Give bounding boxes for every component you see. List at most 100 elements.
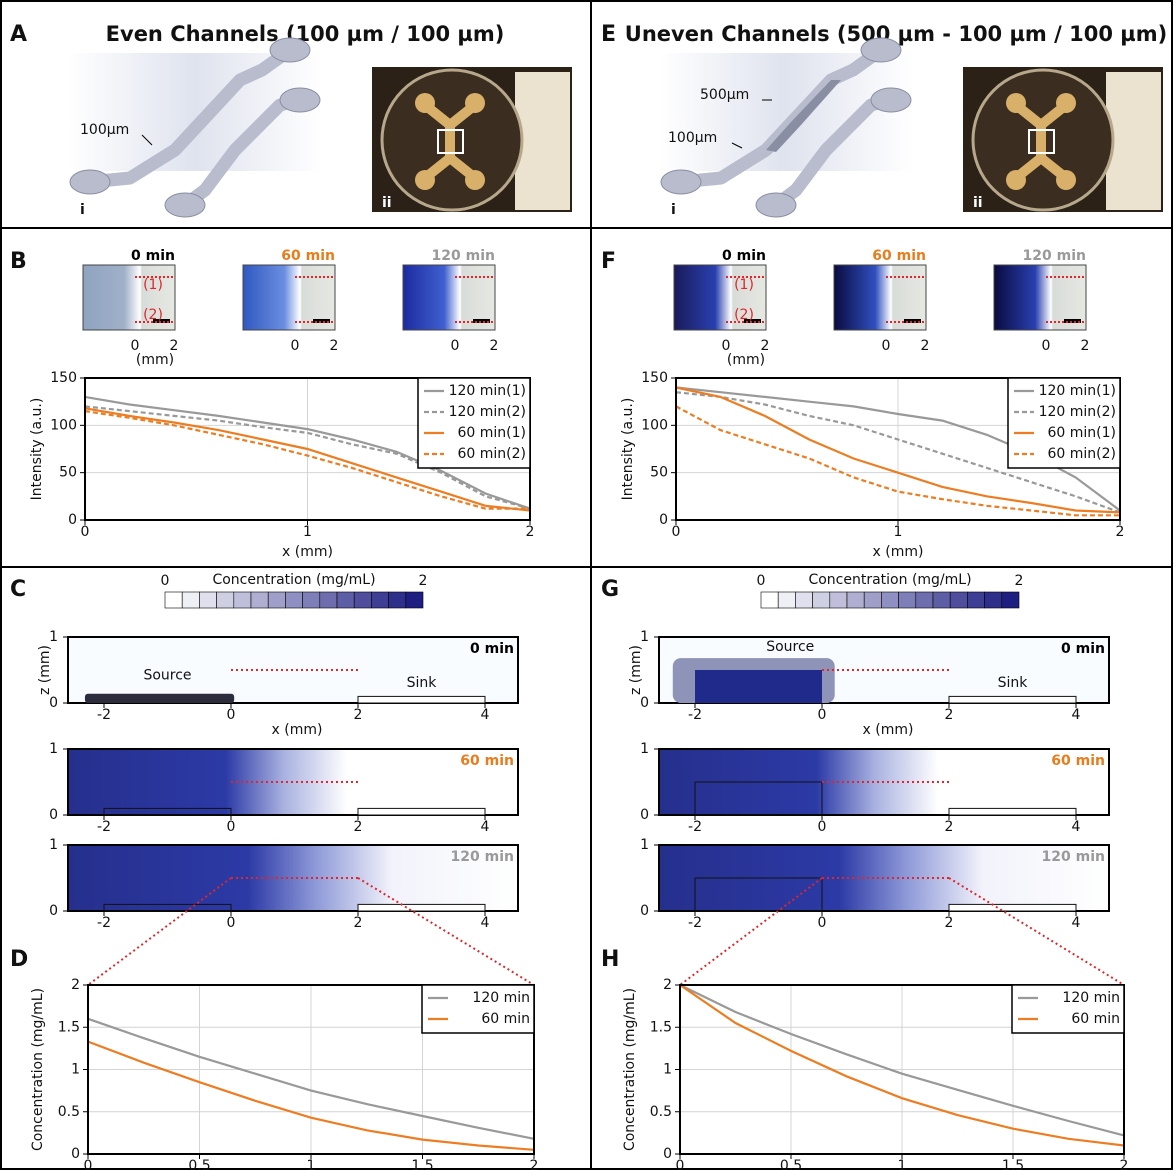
x-tick-label: 4 xyxy=(481,915,490,931)
x-tick-label: 1 xyxy=(894,524,903,540)
legend-label: 60 min(1) xyxy=(1048,425,1117,441)
x-tick-label: 0 xyxy=(84,1158,93,1170)
y-tick-label: 0 xyxy=(663,1146,672,1162)
sink xyxy=(949,696,1076,703)
x-tick-label: 0 xyxy=(227,707,236,723)
colorbar-min: 0 xyxy=(757,573,766,589)
scale-unit: (mm) xyxy=(727,352,765,368)
y-tick-label: 0 xyxy=(68,512,77,528)
colorbar-step xyxy=(268,592,285,608)
colorbar-step xyxy=(967,592,984,608)
z-tick-label: 0 xyxy=(640,695,649,711)
line-label: (1) xyxy=(143,277,163,293)
schematic-bg xyxy=(659,53,913,171)
colorbar-step xyxy=(813,592,830,608)
x-tick-label: -2 xyxy=(688,819,702,835)
colorbar-step xyxy=(406,592,423,608)
colorbar-step xyxy=(371,592,388,608)
agar-well xyxy=(1056,170,1076,190)
x-tick-label: 4 xyxy=(1072,707,1081,723)
colorbar-step xyxy=(761,592,778,608)
panel-letter: B xyxy=(10,249,27,274)
time-label: 0 min xyxy=(131,248,175,264)
z-tick-label: 1 xyxy=(49,629,58,645)
source-label: Source xyxy=(143,667,191,683)
x-tick-label: 4 xyxy=(1072,819,1081,835)
time-label: 60 min xyxy=(460,753,514,769)
x-tick-label: 2 xyxy=(530,1158,539,1170)
x-tick-label: 1.5 xyxy=(1002,1158,1024,1170)
time-label: 120 min xyxy=(1042,849,1105,865)
colorbar-step xyxy=(847,592,864,608)
x-tick-label: 2 xyxy=(354,819,363,835)
x-tick-label: -2 xyxy=(97,707,111,723)
sink xyxy=(949,808,1076,815)
y-tick-label: 1 xyxy=(663,1062,672,1078)
colorbar-step xyxy=(778,592,795,608)
z-tick-label: 0 xyxy=(49,807,58,823)
x-tick-label: -2 xyxy=(97,915,111,931)
y-tick-label: 50 xyxy=(650,465,668,481)
z-label: z (mm) xyxy=(628,645,644,695)
reservoir xyxy=(661,170,701,194)
x-tick-label: 1.5 xyxy=(411,1158,433,1170)
legend-label: 120 min(2) xyxy=(449,404,526,420)
x-tick-label: 0 xyxy=(227,915,236,931)
colorbar-step xyxy=(320,592,337,608)
y-tick-label: 1.5 xyxy=(58,1019,80,1035)
y-tick-label: 150 xyxy=(641,370,668,386)
source-label: Source xyxy=(766,639,814,655)
colorbar-step xyxy=(182,592,199,608)
time-label: 120 min xyxy=(1023,248,1086,264)
source xyxy=(695,670,822,703)
panel-letter: G xyxy=(601,577,619,602)
agar-well xyxy=(1006,93,1026,113)
x-tick-label: 2 xyxy=(526,524,535,540)
line-label: (1) xyxy=(734,277,754,293)
colorbar-min: 0 xyxy=(161,573,170,589)
time-label: 0 min xyxy=(1061,641,1105,657)
agar-well xyxy=(1056,93,1076,113)
colorbar-step xyxy=(217,592,234,608)
z-tick-label: 0 xyxy=(640,807,649,823)
legend-label: 120 min(1) xyxy=(449,383,526,399)
x-tick-label: 1 xyxy=(898,1158,907,1170)
x-tick-label: 4 xyxy=(481,819,490,835)
scale-tick-label: 2 xyxy=(490,338,499,354)
x-label: x (mm) xyxy=(873,544,924,560)
x-tick-label: 2 xyxy=(354,915,363,931)
sink-label: Sink xyxy=(407,675,438,691)
y-tick-label: 1 xyxy=(71,1062,80,1078)
panel-letter: E xyxy=(601,22,616,47)
x-tick-label: 4 xyxy=(481,707,490,723)
colorbar-step xyxy=(234,592,251,608)
callout: 500µm xyxy=(700,87,749,103)
legend-label: 120 min xyxy=(472,990,530,1006)
y-tick-label: 50 xyxy=(59,465,77,481)
colorbar-step xyxy=(916,592,933,608)
legend-label: 60 min(2) xyxy=(458,446,527,462)
z-tick-label: 0 xyxy=(49,695,58,711)
x-tick-label: 1 xyxy=(307,1158,316,1170)
source xyxy=(85,694,234,703)
scale-unit: (mm) xyxy=(136,352,174,368)
x-tick-label: 0 xyxy=(676,1158,685,1170)
legend-label: 120 min(1) xyxy=(1039,383,1116,399)
time-label: 120 min xyxy=(451,849,514,865)
scale-tick-label: 0 xyxy=(1042,338,1051,354)
scale-tick-label: 2 xyxy=(921,338,930,354)
x-tick-label: 0 xyxy=(227,819,236,835)
y-tick-label: 0 xyxy=(71,1146,80,1162)
schematic-bg xyxy=(68,53,322,171)
callout: 100µm xyxy=(80,122,129,138)
sink xyxy=(358,808,485,815)
x-label: x (mm) xyxy=(272,722,323,738)
reservoir xyxy=(165,193,205,217)
sublabel: i xyxy=(671,202,676,218)
time-label: 60 min xyxy=(1051,753,1105,769)
x-label: x (mm) xyxy=(282,544,333,560)
legend-label: 60 min(2) xyxy=(1048,446,1117,462)
sink xyxy=(949,904,1076,911)
z-tick-label: 1 xyxy=(640,837,649,853)
figure: ABCDEven Channels (100 µm / 100 µm)100µm… xyxy=(0,0,1173,1170)
